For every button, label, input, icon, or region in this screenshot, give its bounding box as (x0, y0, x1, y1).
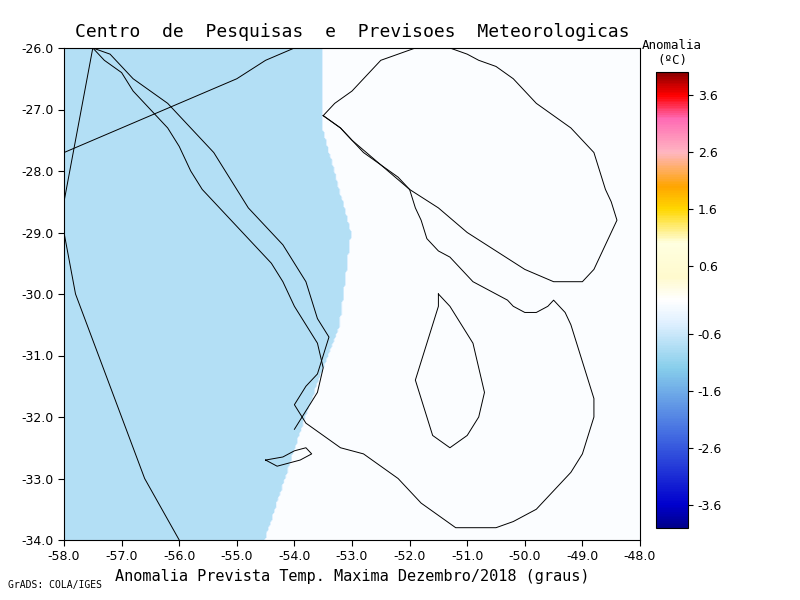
Text: GrADS: COLA/IGES: GrADS: COLA/IGES (8, 580, 102, 590)
Title: Centro  de  Pesquisas  e  Previsoes  Meteorologicas: Centro de Pesquisas e Previsoes Meteorol… (74, 23, 630, 41)
X-axis label: Anomalia Prevista Temp. Maxima Dezembro/2018 (graus): Anomalia Prevista Temp. Maxima Dezembro/… (114, 569, 590, 584)
Title: Anomalia
(ºC): Anomalia (ºC) (642, 38, 702, 67)
